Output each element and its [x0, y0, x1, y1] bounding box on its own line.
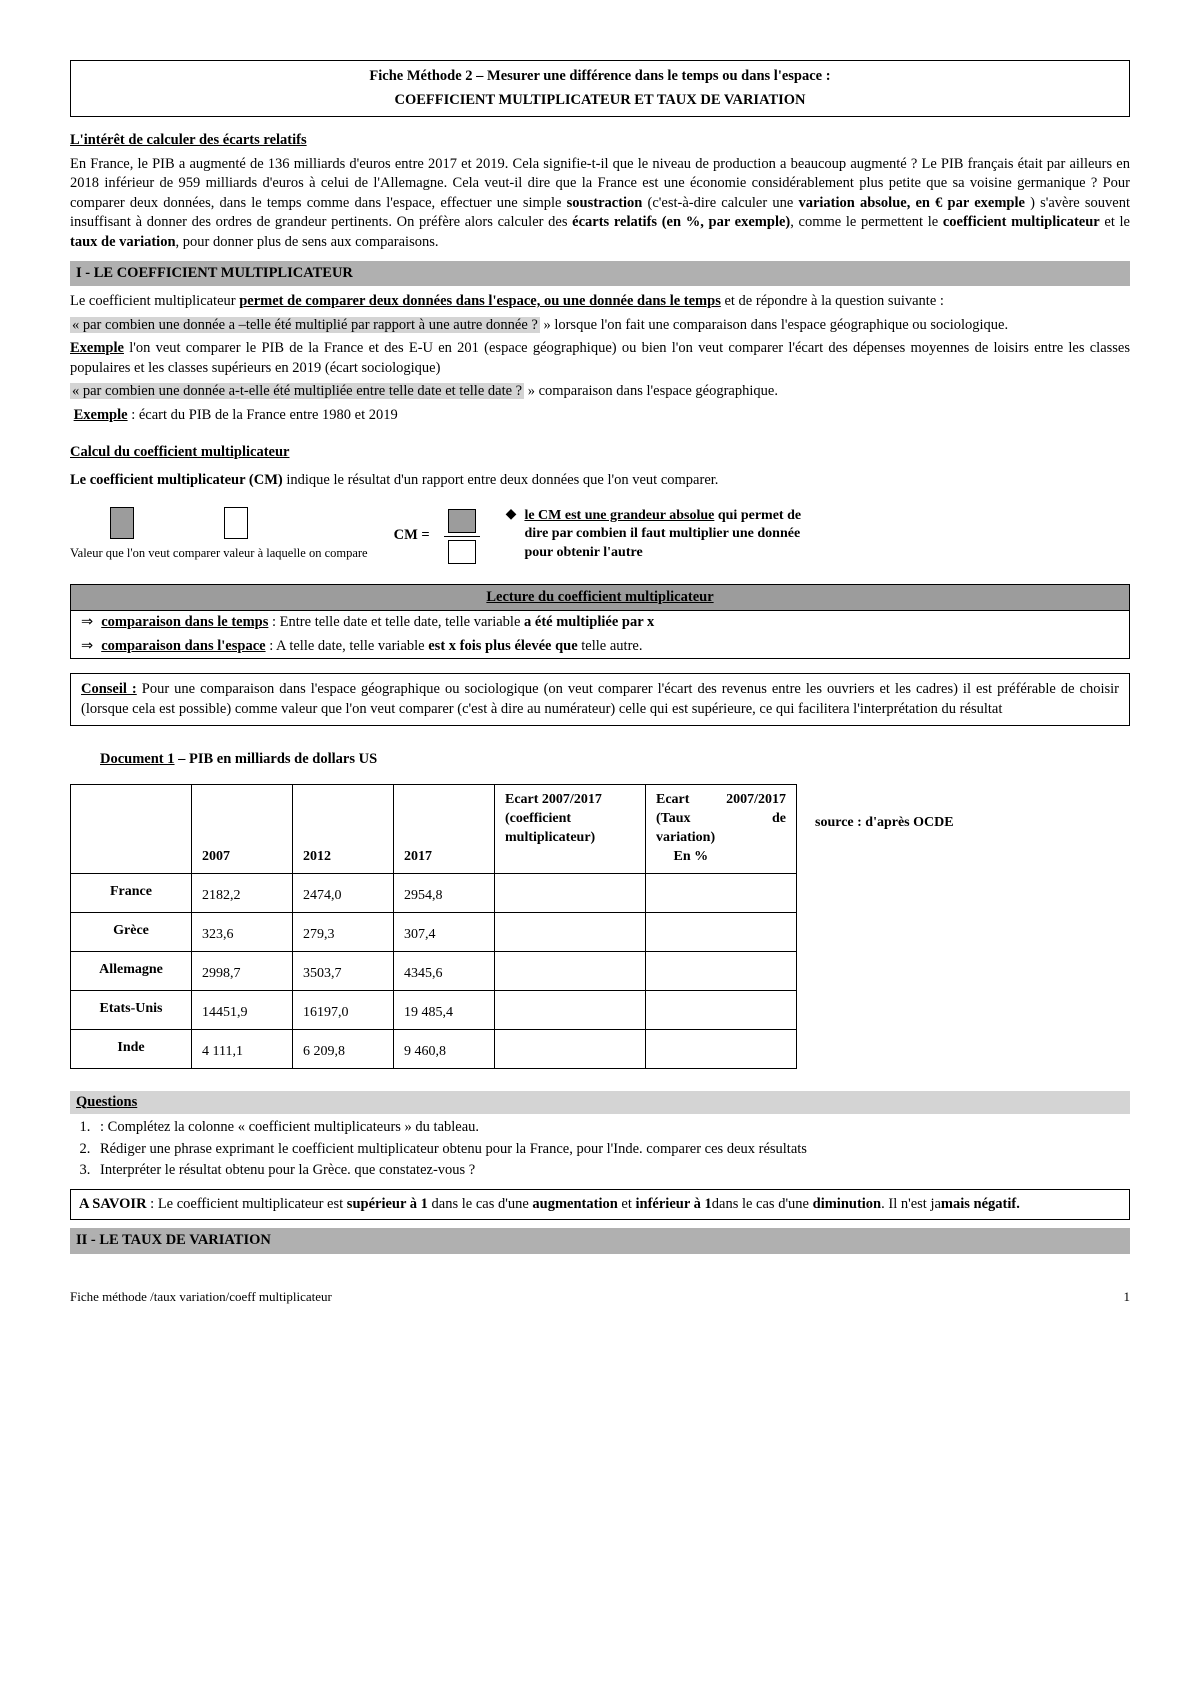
- frac-bar: [444, 536, 480, 537]
- box-denominator-legend: [224, 507, 248, 539]
- title-box: Fiche Méthode 2 – Mesurer une différence…: [70, 60, 1130, 117]
- values-label: Valeur que l'on veut comparer valeur à l…: [70, 545, 368, 562]
- formula-row: Valeur que l'on veut comparer valeur à l…: [70, 507, 1130, 564]
- s1-ex2: Exemple : écart du PIB de la France entr…: [70, 406, 1130, 426]
- conseil-box: Conseil : Pour une comparaison dans l'es…: [70, 673, 1130, 726]
- diamond-icon: ◆: [506, 507, 517, 564]
- footer-left: Fiche méthode /taux variation/coeff mult…: [70, 1288, 332, 1306]
- footer: Fiche méthode /taux variation/coeff mult…: [70, 1288, 1130, 1306]
- table-row: Allemagne 2998,7 3503,7 4345,6: [71, 951, 797, 990]
- th-blank: [71, 784, 192, 873]
- s1-p1: Le coefficient multiplicateur permet de …: [70, 292, 1130, 312]
- formula-values: Valeur que l'on veut comparer valeur à l…: [70, 507, 368, 562]
- cm-label: CM =: [394, 526, 430, 546]
- s1-q2: « par combien une donnée a-t-elle été mu…: [70, 382, 1130, 402]
- title-line1: Fiche Méthode 2 – Mesurer une différence…: [75, 67, 1125, 87]
- th-cm: Ecart 2007/2017 (coefficient multiplicat…: [495, 784, 646, 873]
- fraction: [444, 509, 480, 564]
- th-2017: 2017: [394, 784, 495, 873]
- s1-ex1: Exemple l'on veut comparer le PIB de la …: [70, 339, 1130, 378]
- calc-p: Le coefficient multiplicateur (CM) indiq…: [70, 471, 1130, 491]
- section-1-head: I - LE COEFFICIENT MULTIPLICATEUR: [70, 261, 1130, 287]
- doc1-title: Document 1 – PIB en milliards de dollars…: [100, 750, 1130, 770]
- lecture-head: Lecture du coefficient multiplicateur: [71, 585, 1129, 612]
- th-tv: Ecart 2007/2017 (Taux de variation) En %: [646, 784, 797, 873]
- th-2007: 2007: [192, 784, 293, 873]
- table-row: Grèce 323,6 279,3 307,4: [71, 912, 797, 951]
- cm-note: ◆ le CM est une grandeur absolue qui per…: [506, 507, 826, 564]
- table-row: Inde 4 111,1 6 209,8 9 460,8: [71, 1029, 797, 1068]
- frac-den-box: [448, 540, 476, 564]
- q3: Interpréter le résultat obtenu pour la G…: [94, 1161, 1130, 1181]
- table-row: Etats-Unis 14451,9 16197,0 19 485,4: [71, 990, 797, 1029]
- title-line2: COEFFICIENT MULTIPLICATEUR ET TAUX DE VA…: [75, 91, 1125, 111]
- lecture-box: Lecture du coefficient multiplicateur ⇒ …: [70, 584, 1130, 660]
- frac-num-box: [448, 509, 476, 533]
- calc-head: Calcul du coefficient multiplicateur: [70, 443, 1130, 463]
- cell-country: France: [71, 873, 192, 912]
- questions-head: Questions: [70, 1091, 1130, 1115]
- questions-list: : Complétez la colonne « coefficient mul…: [70, 1118, 1130, 1181]
- table-wrap: 2007 2012 2017 Ecart 2007/2017 (coeffici…: [70, 784, 1130, 1087]
- lecture-row-1: ⇒ comparaison dans le temps : Entre tell…: [71, 611, 1129, 635]
- table-header-row: 2007 2012 2017 Ecart 2007/2017 (coeffici…: [71, 784, 797, 873]
- table-source: source : d'après OCDE: [815, 814, 954, 833]
- footer-page: 1: [1124, 1288, 1131, 1306]
- q1: : Complétez la colonne « coefficient mul…: [94, 1118, 1130, 1138]
- section-2-head: II - LE TAUX DE VARIATION: [70, 1228, 1130, 1254]
- th-2012: 2012: [293, 784, 394, 873]
- q2: Rédiger une phrase exprimant le coeffici…: [94, 1140, 1130, 1160]
- table-row: France 2182,2 2474,0 2954,8: [71, 873, 797, 912]
- s1-q1: « par combien une donnée a –telle été mu…: [70, 316, 1130, 336]
- lecture-row-2: ⇒ comparaison dans l'espace : A telle da…: [71, 635, 1129, 659]
- cm-equation: CM =: [394, 507, 480, 564]
- intro-paragraph: En France, le PIB a augmenté de 136 mill…: [70, 155, 1130, 253]
- pib-table: 2007 2012 2017 Ecart 2007/2017 (coeffici…: [70, 784, 797, 1069]
- box-numerator-legend: [110, 507, 134, 539]
- savoir-box: A SAVOIR : Le coefficient multiplicateur…: [70, 1189, 1130, 1221]
- intro-heading: L'intérêt de calculer des écarts relatif…: [70, 131, 1130, 151]
